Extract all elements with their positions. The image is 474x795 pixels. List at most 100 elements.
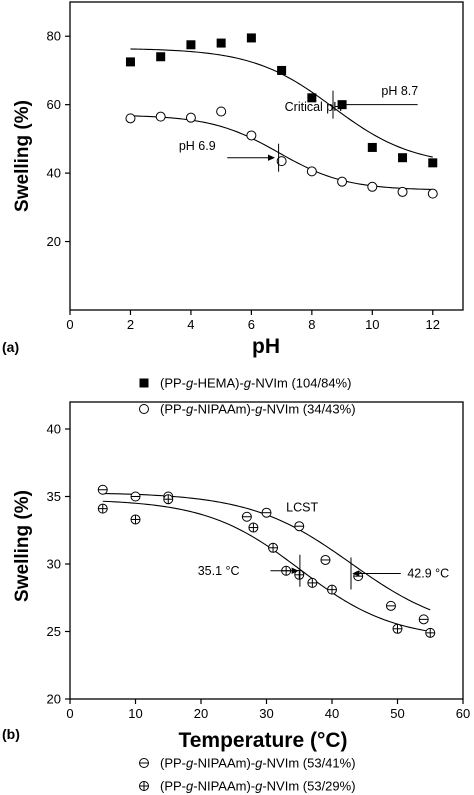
y-tick-label: 20	[47, 234, 61, 249]
data-point-series-1	[367, 142, 377, 152]
y-tick-label: 80	[47, 29, 61, 44]
data-point-series-1	[307, 93, 317, 103]
data-point-series-1	[320, 554, 331, 565]
data-point-series-2	[397, 186, 408, 197]
arrowhead	[352, 570, 360, 577]
y-tick-label: 20	[47, 692, 61, 707]
annotation-label: Critical pH	[285, 100, 343, 114]
annotation-label: 42.9 °C	[407, 567, 449, 581]
data-point-series-1	[246, 33, 256, 43]
annotation-label: 35.1 °C	[198, 564, 240, 578]
x-axis-title-b: Temperature (°C)	[178, 729, 347, 752]
data-point-series-2	[130, 514, 141, 525]
data-point-series-1	[186, 40, 196, 50]
x-tick-label: 30	[259, 706, 273, 721]
x-tick-label: 40	[325, 706, 339, 721]
x-tick-label: 10	[365, 317, 379, 332]
panel-b: 0 10 20 30 40 50 60 20 25 30 35 40 LCST 35.1 °C 42.9 …	[2, 401, 471, 794]
data-point-series-1	[156, 52, 166, 62]
fit-curve-series-2	[102, 500, 431, 632]
legend-label-series-2: (PP-g-NIPAAm)-g-NVIm (34/43%)	[160, 402, 356, 417]
data-point-series-2	[246, 130, 257, 141]
x-tick-label: 0	[66, 706, 73, 721]
legend-a: (PP-g-HEMA)-g-NVIm (104/84%) (PP-g-NIPAAm…	[139, 376, 356, 417]
panel-label-a: (a)	[2, 339, 19, 355]
x-tick-label: 10	[128, 706, 142, 721]
data-points-b	[97, 484, 436, 638]
fit-curve-series-1	[130, 48, 433, 158]
x-tick-label: 20	[194, 706, 208, 721]
arrowhead	[267, 154, 275, 161]
data-point-series-1	[241, 511, 252, 522]
x-tick-label: 8	[308, 317, 315, 332]
annotation-label: LCST	[286, 500, 318, 514]
data-point-series-1	[294, 521, 305, 532]
legend-label-series-1: (PP-g-HEMA)-g-NVIm (104/84%)	[160, 376, 351, 391]
data-point-series-2	[294, 569, 305, 580]
y-axis-title-a: Swelling (%)	[12, 100, 33, 212]
y-tick-label: 60	[47, 97, 61, 112]
data-point-series-1	[385, 600, 396, 611]
legend-label-series-1: (PP-g-NIPAAm)-g-NVIm (53/41%)	[160, 756, 356, 771]
data-point-series-2	[425, 627, 436, 638]
data-point-series-2	[268, 542, 279, 553]
y-tick-label: 35	[47, 489, 61, 504]
data-point-series-2	[248, 522, 259, 533]
legend-marker-series-1	[139, 758, 149, 768]
data-point-series-1	[398, 153, 408, 163]
data-point-series-2	[185, 112, 196, 123]
arrowhead	[337, 101, 345, 108]
plot-frame-a	[69, 1, 464, 311]
data-point-series-1	[428, 158, 438, 168]
data-point-series-2	[367, 181, 378, 192]
annotation-label: pH 8.7	[381, 84, 418, 98]
data-point-series-1	[130, 491, 141, 502]
x-tick-label: 4	[187, 317, 194, 332]
legend-marker-series-2	[139, 781, 149, 791]
data-point-series-2	[337, 176, 348, 187]
data-point-series-2	[392, 623, 403, 634]
data-point-series-2	[327, 584, 337, 595]
axes-b: 0 10 20 30 40 50 60 20 25 30 35 40	[47, 422, 471, 722]
data-point-series-2	[163, 494, 174, 505]
panel-label-b: (b)	[2, 726, 20, 742]
arrowhead	[291, 567, 299, 574]
data-point-series-2	[306, 166, 317, 177]
data-point-series-2	[97, 503, 108, 514]
data-points-a	[125, 33, 438, 199]
plot-frame-b	[69, 401, 464, 700]
y-axis-title-b: Swelling (%)	[12, 490, 33, 602]
data-point-series-1	[277, 65, 287, 75]
annotations-b: LCST 35.1 °C 42.9 °C	[198, 500, 449, 590]
legend-b: (PP-g-NIPAAm)-g-NVIm (53/41%) (PP-g-NIPAA…	[139, 756, 356, 794]
data-point-series-1	[97, 484, 108, 495]
data-point-series-1	[125, 57, 135, 67]
x-tick-label: 2	[127, 317, 134, 332]
legend-label-series-2: (PP-g-NIPAAm)-g-NVIm (53/29%)	[160, 779, 356, 794]
annotations-a: pH 8.7 Critical pH pH 6.9	[179, 84, 418, 172]
data-point-series-2	[155, 111, 166, 122]
y-tick-label: 30	[47, 557, 61, 572]
x-tick-label: 50	[390, 706, 404, 721]
y-tick-label: 25	[47, 624, 61, 639]
legend-marker-series-1	[139, 378, 149, 388]
axes-a: 0 2 4 6 8 10 12 20 40 60 80	[47, 29, 440, 332]
y-tick-label: 40	[47, 166, 61, 181]
x-tick-label: 0	[66, 317, 73, 332]
panel-a: 0 2 4 6 8 10 12 20 40 60 80 pH 8.7 Critical pH pH 6.…	[2, 1, 464, 417]
annotation-label: pH 6.9	[179, 139, 216, 153]
data-point-series-2	[216, 106, 227, 117]
x-axis-title-a: pH	[252, 335, 280, 358]
data-point-series-1	[216, 38, 226, 48]
data-point-series-1	[261, 507, 272, 518]
legend-marker-series-2	[139, 404, 149, 414]
data-point-series-2	[276, 156, 287, 167]
fit-curve-series-2	[130, 115, 433, 191]
x-tick-label: 6	[248, 317, 255, 332]
data-point-series-1	[418, 614, 429, 625]
data-point-series-2	[307, 577, 318, 588]
x-tick-label: 12	[426, 317, 440, 332]
data-point-series-2	[125, 113, 136, 124]
data-point-series-2	[427, 188, 438, 199]
